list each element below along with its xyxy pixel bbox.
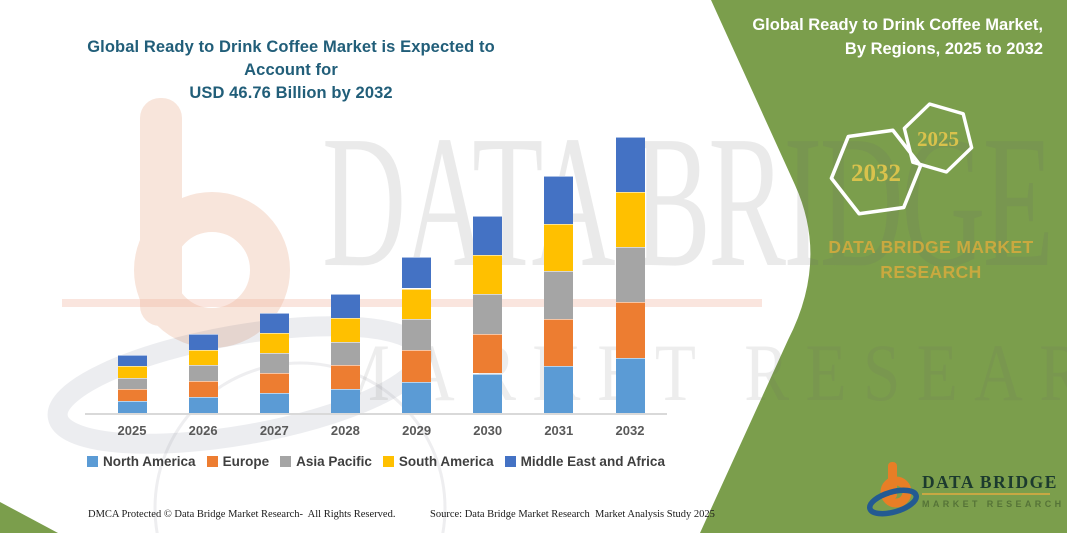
bar-segment-middle-east-and-africa-2031 xyxy=(544,176,574,225)
legend-swatch xyxy=(206,456,218,467)
legend-label: North America xyxy=(103,454,196,469)
bar-segment-north-america-2027 xyxy=(259,392,289,413)
legend-swatch xyxy=(87,456,99,467)
legend-item-asia-pacific: Asia Pacific xyxy=(280,454,372,469)
legend-label: South America xyxy=(398,454,494,469)
x-axis-label-2031: 2031 xyxy=(544,423,574,438)
dbmr-logo: DATA BRIDGE MARKET RESEARCH xyxy=(858,452,1063,533)
legend-label: Europe xyxy=(222,454,270,469)
logo-wordmark: DATA BRIDGE xyxy=(922,472,1058,492)
panel-brand-text: DATA BRIDGE MARKET RESEARCH xyxy=(795,235,1067,285)
dbmr-logo-graphic: DATA BRIDGE MARKET RESEARCH xyxy=(867,462,1063,517)
panel-brand-line2: RESEARCH xyxy=(880,262,982,282)
bar-segment-north-america-2030 xyxy=(473,373,503,413)
bar-segment-middle-east-and-africa-2028 xyxy=(330,293,360,318)
bar-segment-north-america-2032 xyxy=(615,357,645,413)
chart-legend: North America Europe Asia Pacific South Ame… xyxy=(85,454,667,469)
chart-headline-line1: Global Ready to Drink Coffee Market is E… xyxy=(87,38,495,79)
bar-segment-south-america-2026 xyxy=(188,349,218,366)
bar-segment-middle-east-and-africa-2029 xyxy=(402,257,432,289)
bar-segment-asia-pacific-2032 xyxy=(615,247,645,303)
bar-segment-europe-2028 xyxy=(330,365,360,390)
legend-item-north-america: North America xyxy=(87,454,196,469)
legend-label: Middle East and Africa xyxy=(520,454,665,469)
panel-brand-line1: DATA BRIDGE MARKET xyxy=(828,237,1034,257)
bar-segment-asia-pacific-2027 xyxy=(259,352,289,373)
bar-segment-north-america-2026 xyxy=(188,397,218,413)
bar-segment-middle-east-and-africa-2030 xyxy=(473,215,503,256)
bar-segment-south-america-2032 xyxy=(615,191,645,248)
hexagon-2025-label: 2025 xyxy=(917,127,959,151)
bar-segment-europe-2025 xyxy=(117,389,147,402)
legend-swatch xyxy=(504,456,516,467)
legend-label: Asia Pacific xyxy=(296,454,372,469)
hexagon-2032-label: 2032 xyxy=(851,160,901,187)
bar-segment-europe-2027 xyxy=(259,372,289,393)
bar-segment-asia-pacific-2026 xyxy=(188,365,218,382)
chart-headline: Global Ready to Drink Coffee Market is E… xyxy=(62,36,520,105)
x-axis-label-2029: 2029 xyxy=(402,423,432,438)
bar-segment-asia-pacific-2031 xyxy=(544,271,574,319)
bar-segment-south-america-2029 xyxy=(402,288,432,320)
x-axis-label-2030: 2030 xyxy=(473,423,503,438)
legend-item-south-america: South America xyxy=(382,454,494,469)
x-axis-label-2032: 2032 xyxy=(615,423,645,438)
dmca-footer-text: DMCA Protected © Data Bridge Market Rese… xyxy=(88,509,396,520)
bar-segment-europe-2030 xyxy=(473,333,503,374)
bar-segment-europe-2026 xyxy=(188,381,218,397)
bar-segment-south-america-2028 xyxy=(330,318,360,342)
bar-segment-south-america-2031 xyxy=(544,224,574,272)
bar-segment-north-america-2031 xyxy=(544,365,574,413)
bar-segment-north-america-2025 xyxy=(117,401,147,413)
bar-segment-europe-2031 xyxy=(544,318,574,366)
bar-segment-asia-pacific-2028 xyxy=(330,341,360,366)
bar-segment-south-america-2025 xyxy=(117,366,147,378)
logo-subtext: MARKET RESEARCH xyxy=(922,499,1063,509)
x-axis-line xyxy=(85,413,667,415)
x-axis-label-2027: 2027 xyxy=(259,423,289,438)
bar-segment-asia-pacific-2030 xyxy=(473,294,503,334)
bar-segment-asia-pacific-2025 xyxy=(117,377,147,390)
x-axis-label-2028: 2028 xyxy=(330,423,360,438)
legend-item-europe: Europe xyxy=(206,454,270,469)
bar-segment-north-america-2029 xyxy=(402,381,432,413)
bar-segment-asia-pacific-2029 xyxy=(402,319,432,351)
legend-item-middle-east-and-africa: Middle East and Africa xyxy=(504,454,665,469)
bar-segment-europe-2032 xyxy=(615,302,645,358)
bar-segment-north-america-2028 xyxy=(330,389,360,413)
legend-swatch xyxy=(280,456,292,467)
chart-headline-line2: USD 46.76 Billion by 2032 xyxy=(189,84,393,102)
bar-segment-south-america-2030 xyxy=(473,255,503,295)
legend-swatch xyxy=(382,456,394,467)
bar-segment-middle-east-and-africa-2032 xyxy=(615,137,645,192)
bar-segment-middle-east-and-africa-2025 xyxy=(117,355,147,367)
x-axis-label-2026: 2026 xyxy=(188,423,218,438)
bar-segment-europe-2029 xyxy=(402,350,432,382)
x-axis-label-2025: 2025 xyxy=(117,423,147,438)
